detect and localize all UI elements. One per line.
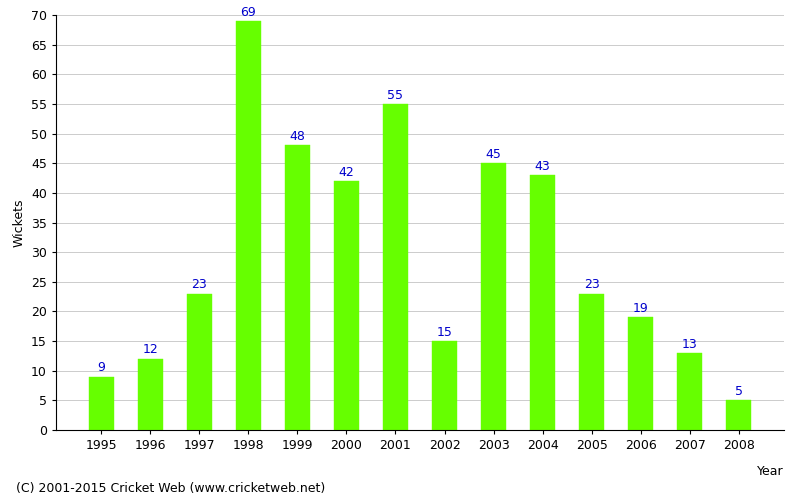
Text: 13: 13 (682, 338, 698, 350)
Text: 9: 9 (98, 362, 106, 374)
Bar (285, 146, 310, 430)
Text: 12: 12 (142, 344, 158, 356)
Bar (236, 21, 261, 430)
Text: 48: 48 (290, 130, 306, 143)
Bar (482, 163, 506, 430)
Text: 55: 55 (387, 88, 403, 102)
Bar (383, 104, 408, 430)
Text: 23: 23 (584, 278, 599, 291)
Text: 69: 69 (241, 6, 256, 18)
Bar (432, 341, 457, 430)
Bar (628, 318, 653, 430)
Bar (530, 175, 555, 430)
Text: 15: 15 (437, 326, 453, 338)
Bar (579, 294, 604, 430)
Bar (726, 400, 751, 430)
Text: 45: 45 (486, 148, 502, 161)
Text: Year: Year (758, 465, 784, 478)
Text: 43: 43 (534, 160, 550, 172)
Bar (138, 359, 162, 430)
Text: 42: 42 (338, 166, 354, 178)
Text: 19: 19 (633, 302, 649, 315)
Text: 5: 5 (734, 385, 742, 398)
Text: 23: 23 (191, 278, 207, 291)
Bar (89, 376, 114, 430)
Bar (187, 294, 212, 430)
Bar (678, 353, 702, 430)
Bar (334, 181, 358, 430)
Y-axis label: Wickets: Wickets (13, 198, 26, 246)
Text: (C) 2001-2015 Cricket Web (www.cricketweb.net): (C) 2001-2015 Cricket Web (www.cricketwe… (16, 482, 326, 495)
